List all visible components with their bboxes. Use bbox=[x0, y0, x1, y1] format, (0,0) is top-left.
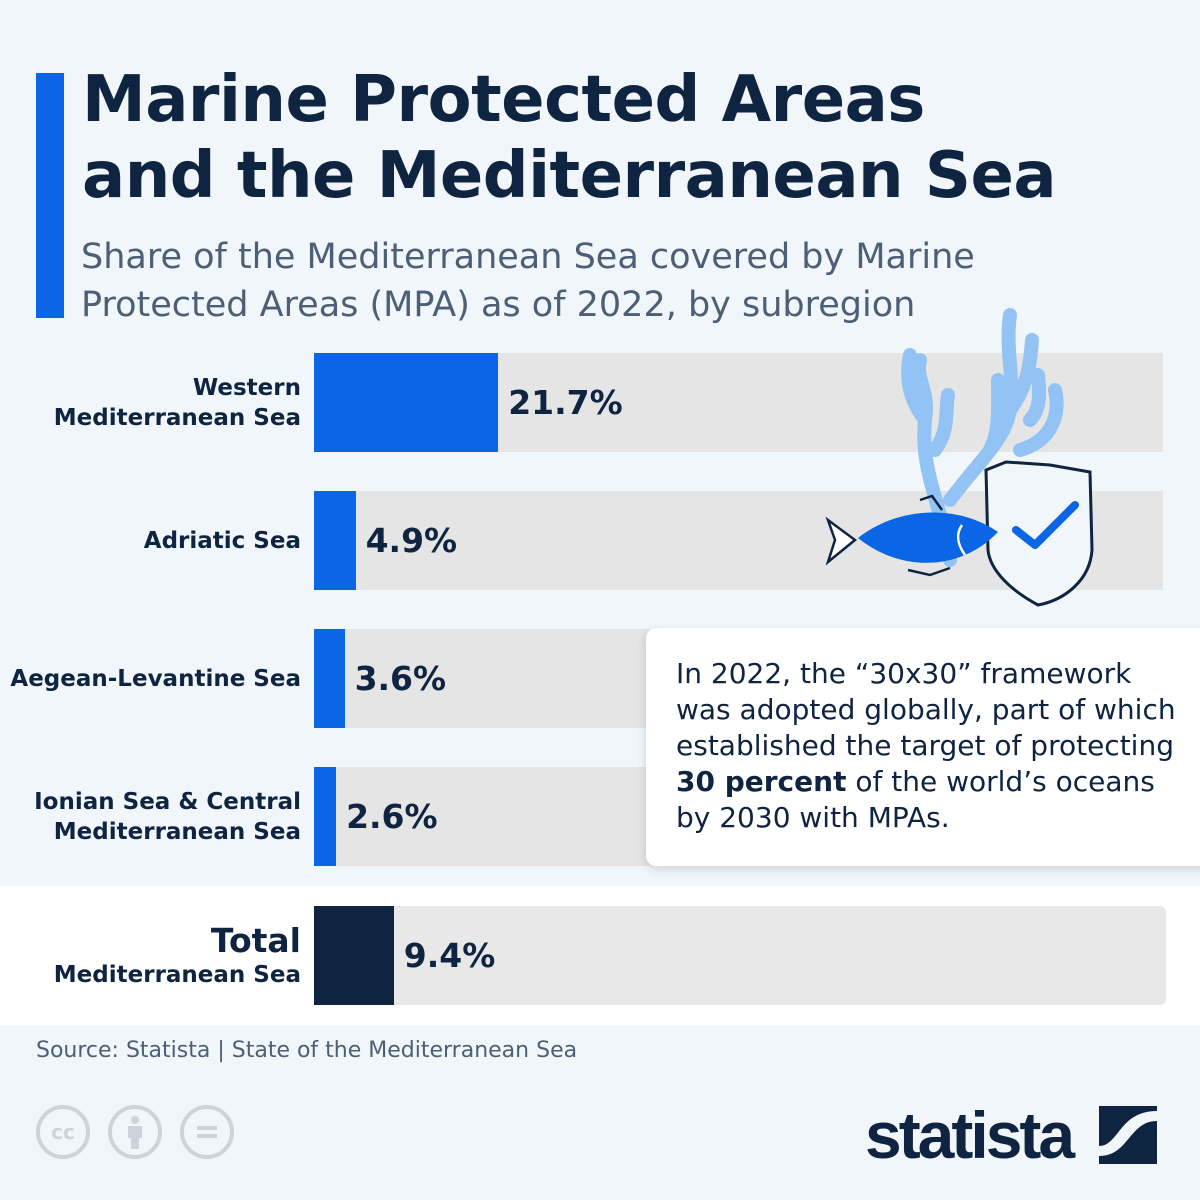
checkmark-icon bbox=[1012, 501, 1079, 549]
shield-icon bbox=[984, 460, 1094, 607]
page-title: Marine Protected Areas and the Mediterran… bbox=[82, 63, 1057, 213]
by-icon[interactable] bbox=[108, 1105, 162, 1159]
category-label-line: Western bbox=[192, 374, 301, 401]
bar bbox=[314, 491, 356, 590]
title-accent-bar bbox=[36, 73, 64, 318]
category-label: Ionian Sea & Central Mediterranean Sea bbox=[34, 767, 301, 866]
callout-box: In 2022, the “30x30” framework was adopt… bbox=[646, 628, 1200, 866]
category-label: Total Mediterranean Sea bbox=[54, 906, 301, 1005]
category-label-line: Aegean-Levantine Sea bbox=[10, 665, 301, 692]
bar-total bbox=[314, 906, 394, 1005]
value-label: 2.6% bbox=[346, 797, 438, 836]
fish-icon bbox=[825, 494, 998, 577]
bar bbox=[314, 629, 345, 728]
bar bbox=[314, 767, 337, 866]
category-label: Aegean-Levantine Sea bbox=[10, 629, 301, 728]
nd-icon[interactable] bbox=[180, 1105, 234, 1159]
source-text: Source: Statista | State of the Mediterr… bbox=[36, 1038, 578, 1063]
category-label-line: Ionian Sea & Central bbox=[34, 788, 301, 815]
cc-icon[interactable]: cc bbox=[36, 1105, 90, 1159]
category-label-line: Mediterranean Sea bbox=[53, 961, 301, 988]
value-label: 4.9% bbox=[365, 521, 458, 560]
category-label-line: Total bbox=[210, 920, 301, 960]
bar-track bbox=[314, 906, 1166, 1005]
value-label: 9.4% bbox=[403, 936, 496, 975]
subtitle: Share of the Mediterranean Sea covered b… bbox=[81, 237, 975, 325]
category-label-line: Mediterranean Sea bbox=[53, 404, 301, 431]
statista-logo-mark-icon bbox=[1099, 1106, 1158, 1164]
bar bbox=[314, 353, 499, 452]
coral-fish-shield-illustration bbox=[825, 308, 1094, 607]
category-label: Western Mediterranean Sea bbox=[54, 353, 301, 452]
statista-logo[interactable]: statista bbox=[865, 1100, 1158, 1170]
category-label: Adriatic Sea bbox=[144, 491, 301, 590]
category-label-line: Adriatic Sea bbox=[143, 527, 301, 554]
value-label: 3.6% bbox=[354, 659, 447, 698]
callout-text: In 2022, the “30x30” framework was adopt… bbox=[676, 657, 1176, 834]
category-label-line: Mediterranean Sea bbox=[53, 818, 301, 845]
value-label: 21.7% bbox=[508, 383, 623, 422]
